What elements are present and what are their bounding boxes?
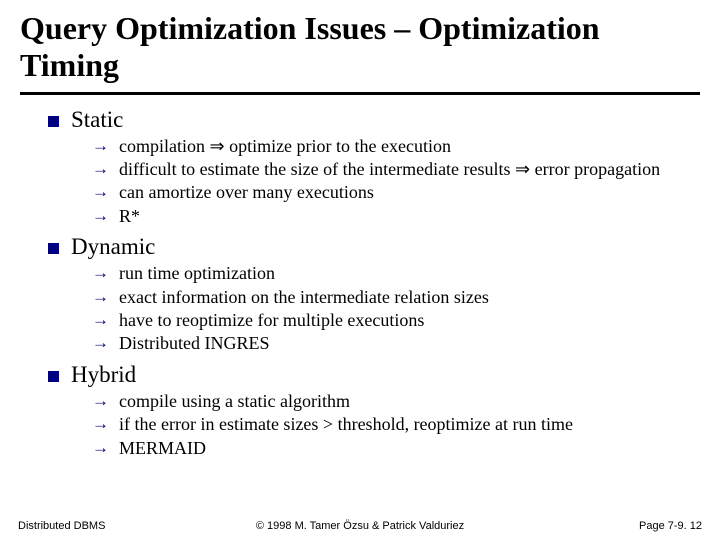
item-text: exact information on the intermediate re… [119, 286, 700, 309]
list-item: → exact information on the intermediate r… [92, 286, 700, 309]
item-text: difficult to estimate the size of the in… [119, 158, 700, 181]
arrow-icon: → [92, 332, 109, 354]
sub-list: → compile using a static algorithm → if th… [48, 390, 700, 460]
footer: Distributed DBMS © 1998 M. Tamer Özsu & … [0, 520, 720, 532]
section-label: Hybrid [71, 362, 136, 388]
arrow-icon: → [92, 135, 109, 157]
section-label: Static [71, 107, 123, 133]
sub-list: → compilation ⇒ optimize prior to the exe… [48, 135, 700, 229]
section-heading: Hybrid [48, 362, 700, 388]
sub-list: → run time optimization → exact informatio… [48, 262, 700, 356]
list-item: → compilation ⇒ optimize prior to the exe… [92, 135, 700, 158]
footer-left: Distributed DBMS [18, 520, 105, 532]
item-text: compile using a static algorithm [119, 390, 700, 413]
arrow-icon: → [92, 413, 109, 435]
item-text: MERMAID [119, 437, 700, 460]
section-label: Dynamic [71, 234, 155, 260]
list-item: → compile using a static algorithm [92, 390, 700, 413]
list-item: → can amortize over many executions [92, 181, 700, 204]
section-heading: Static [48, 107, 700, 133]
item-text: if the error in estimate sizes > thresho… [119, 413, 700, 436]
arrow-icon: → [92, 181, 109, 203]
list-item: → if the error in estimate sizes > thresh… [92, 413, 700, 436]
list-item: → difficult to estimate the size of the i… [92, 158, 700, 181]
footer-right: Page 7-9. 12 [639, 520, 702, 532]
arrow-icon: → [92, 309, 109, 331]
slide-container: Query Optimization Issues – Optimization… [0, 0, 720, 460]
square-bullet-icon [48, 371, 59, 382]
item-text: compilation ⇒ optimize prior to the exec… [119, 135, 700, 158]
square-bullet-icon [48, 243, 59, 254]
slide-title: Query Optimization Issues – Optimization… [20, 10, 700, 92]
list-item: → Distributed INGRES [92, 332, 700, 355]
list-item: → R* [92, 205, 700, 228]
content-area: Static → compilation ⇒ optimize prior to … [20, 107, 700, 460]
item-text: R* [119, 205, 700, 228]
square-bullet-icon [48, 116, 59, 127]
item-text: run time optimization [119, 262, 700, 285]
arrow-icon: → [92, 158, 109, 180]
arrow-icon: → [92, 262, 109, 284]
arrow-icon: → [92, 205, 109, 227]
title-underline [20, 92, 700, 95]
item-text: can amortize over many executions [119, 181, 700, 204]
list-item: → MERMAID [92, 437, 700, 460]
list-item: → run time optimization [92, 262, 700, 285]
footer-center: © 1998 M. Tamer Özsu & Patrick Valduriez [256, 520, 464, 532]
list-item: → have to reoptimize for multiple executi… [92, 309, 700, 332]
arrow-icon: → [92, 437, 109, 459]
arrow-icon: → [92, 286, 109, 308]
item-text: Distributed INGRES [119, 332, 700, 355]
item-text: have to reoptimize for multiple executio… [119, 309, 700, 332]
arrow-icon: → [92, 390, 109, 412]
section-heading: Dynamic [48, 234, 700, 260]
